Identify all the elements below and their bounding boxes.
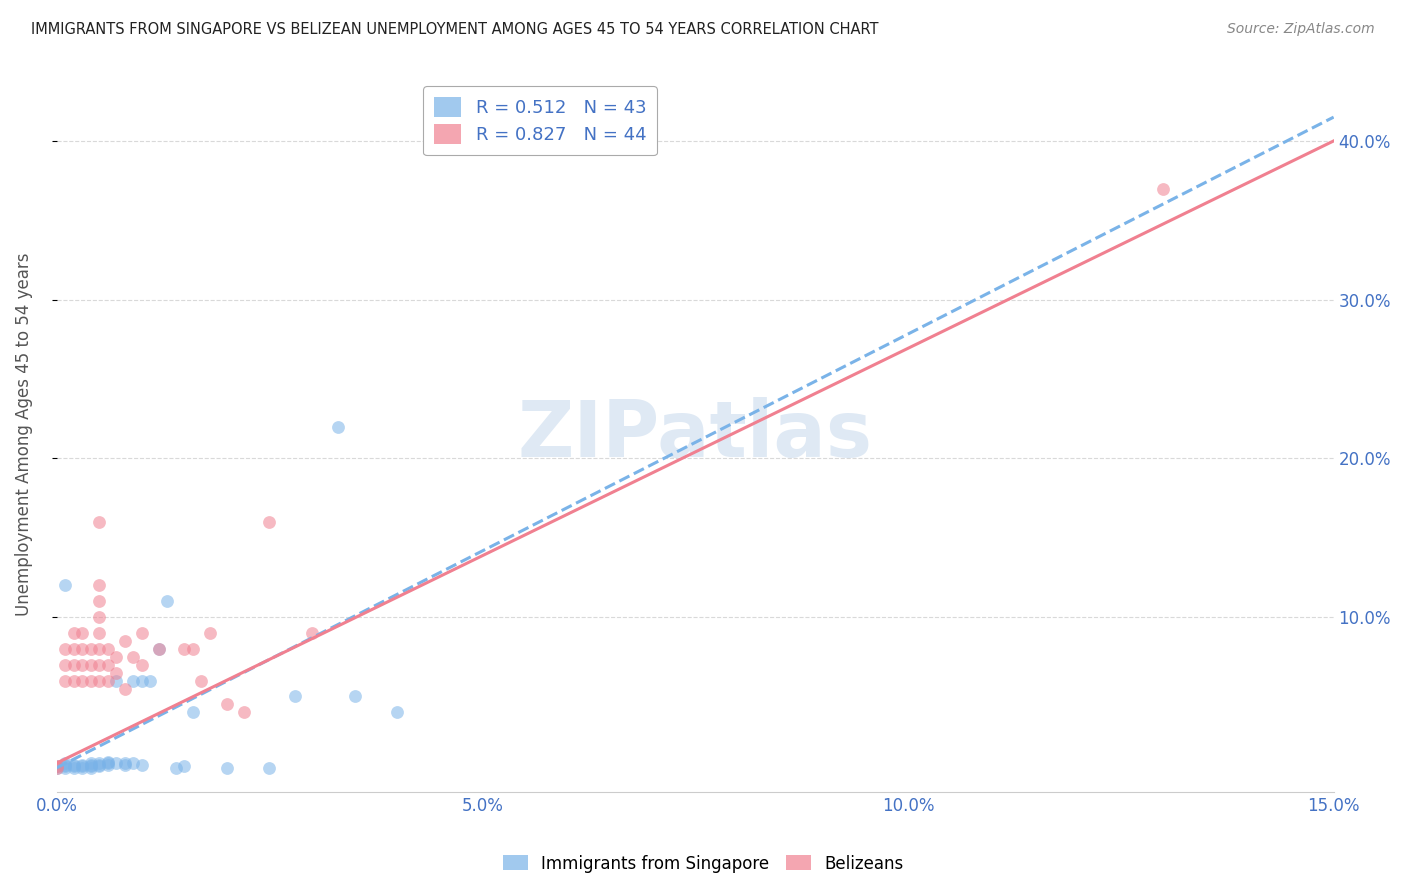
Point bbox=[79, 756, 101, 771]
Point bbox=[122, 649, 145, 664]
Point bbox=[79, 657, 101, 672]
Point bbox=[343, 690, 366, 704]
Point bbox=[181, 641, 204, 656]
Point bbox=[301, 626, 323, 640]
Point bbox=[79, 757, 101, 772]
Point bbox=[45, 761, 67, 775]
Point bbox=[105, 665, 128, 680]
Point bbox=[114, 681, 136, 696]
Point bbox=[173, 641, 195, 656]
Y-axis label: Unemployment Among Ages 45 to 54 years: Unemployment Among Ages 45 to 54 years bbox=[15, 252, 32, 616]
Point bbox=[139, 673, 162, 688]
Point bbox=[97, 641, 120, 656]
Point bbox=[89, 757, 111, 772]
Point bbox=[284, 690, 307, 704]
Point bbox=[62, 626, 84, 640]
Point bbox=[1152, 181, 1174, 195]
Point bbox=[62, 761, 84, 775]
Point bbox=[122, 756, 145, 771]
Text: Source: ZipAtlas.com: Source: ZipAtlas.com bbox=[1227, 22, 1375, 37]
Point bbox=[97, 757, 120, 772]
Point bbox=[62, 673, 84, 688]
Point bbox=[79, 673, 101, 688]
Point bbox=[89, 626, 111, 640]
Text: IMMIGRANTS FROM SINGAPORE VS BELIZEAN UNEMPLOYMENT AMONG AGES 45 TO 54 YEARS COR: IMMIGRANTS FROM SINGAPORE VS BELIZEAN UN… bbox=[31, 22, 879, 37]
Point bbox=[105, 673, 128, 688]
Point bbox=[62, 657, 84, 672]
Point bbox=[53, 578, 76, 592]
Point bbox=[105, 649, 128, 664]
Point bbox=[53, 657, 76, 672]
Point bbox=[89, 641, 111, 656]
Point bbox=[259, 761, 281, 775]
Point bbox=[259, 515, 281, 529]
Point bbox=[89, 756, 111, 771]
Point bbox=[79, 761, 101, 775]
Point bbox=[114, 634, 136, 648]
Point bbox=[53, 761, 76, 775]
Point bbox=[148, 641, 170, 656]
Point bbox=[89, 759, 111, 773]
Point bbox=[173, 759, 195, 773]
Point bbox=[89, 657, 111, 672]
Point bbox=[165, 761, 187, 775]
Point bbox=[70, 761, 93, 775]
Point bbox=[53, 756, 76, 771]
Point bbox=[131, 626, 153, 640]
Point bbox=[97, 756, 120, 771]
Point bbox=[70, 626, 93, 640]
Point bbox=[131, 657, 153, 672]
Point bbox=[114, 757, 136, 772]
Point bbox=[89, 610, 111, 624]
Point bbox=[148, 641, 170, 656]
Point bbox=[53, 673, 76, 688]
Point bbox=[156, 594, 179, 608]
Point bbox=[181, 706, 204, 720]
Point bbox=[89, 578, 111, 592]
Point bbox=[53, 757, 76, 772]
Point bbox=[70, 641, 93, 656]
Point bbox=[114, 756, 136, 771]
Point bbox=[45, 761, 67, 775]
Point bbox=[131, 757, 153, 772]
Point bbox=[53, 759, 76, 773]
Point bbox=[97, 673, 120, 688]
Point bbox=[122, 673, 145, 688]
Point bbox=[89, 673, 111, 688]
Point bbox=[97, 755, 120, 769]
Point bbox=[45, 759, 67, 773]
Legend: Immigrants from Singapore, Belizeans: Immigrants from Singapore, Belizeans bbox=[496, 848, 910, 880]
Point bbox=[70, 757, 93, 772]
Point bbox=[70, 759, 93, 773]
Legend: R = 0.512   N = 43, R = 0.827   N = 44: R = 0.512 N = 43, R = 0.827 N = 44 bbox=[423, 87, 657, 155]
Point bbox=[79, 759, 101, 773]
Point bbox=[70, 673, 93, 688]
Point bbox=[215, 761, 238, 775]
Point bbox=[97, 657, 120, 672]
Point bbox=[45, 759, 67, 773]
Point bbox=[62, 757, 84, 772]
Point bbox=[385, 706, 408, 720]
Point bbox=[53, 641, 76, 656]
Point bbox=[232, 706, 254, 720]
Point bbox=[62, 759, 84, 773]
Text: ZIPatlas: ZIPatlas bbox=[517, 397, 873, 473]
Point bbox=[79, 641, 101, 656]
Point bbox=[62, 641, 84, 656]
Point bbox=[89, 594, 111, 608]
Point bbox=[190, 673, 212, 688]
Point bbox=[215, 698, 238, 712]
Point bbox=[70, 657, 93, 672]
Point bbox=[131, 673, 153, 688]
Point bbox=[105, 756, 128, 771]
Point bbox=[89, 515, 111, 529]
Point bbox=[326, 419, 349, 434]
Point bbox=[198, 626, 221, 640]
